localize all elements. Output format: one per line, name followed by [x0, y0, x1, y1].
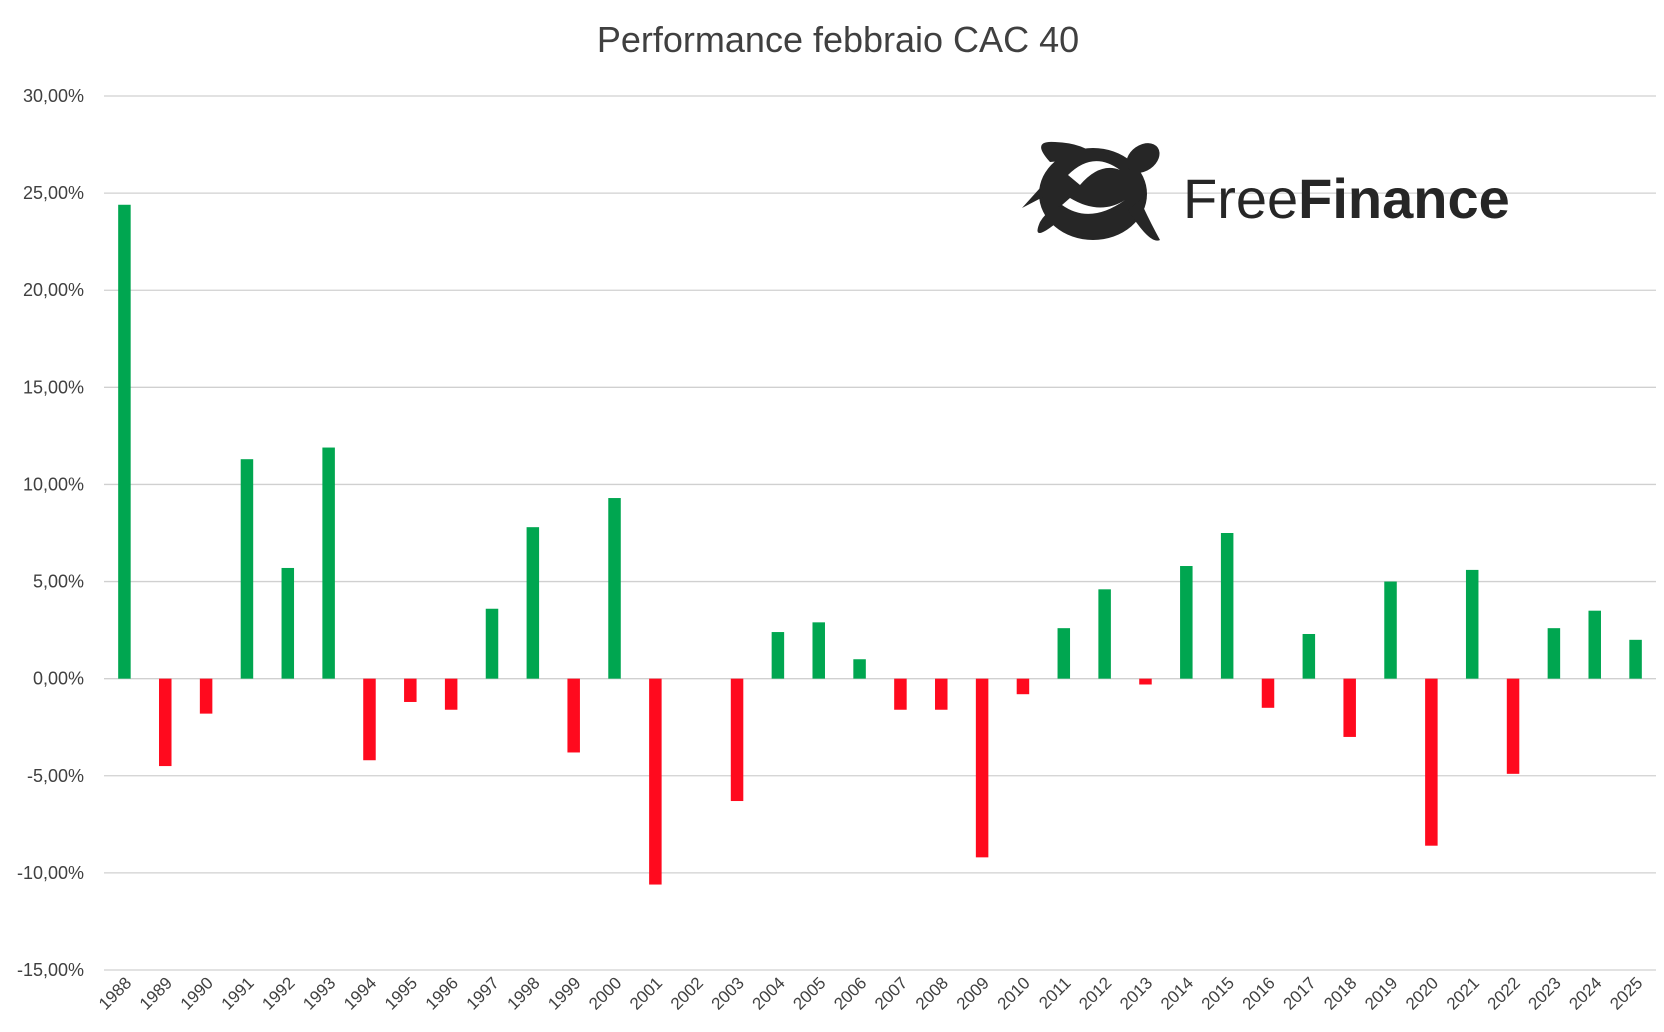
bar — [853, 659, 866, 679]
y-tick-label: 25,00% — [23, 183, 84, 203]
y-axis: 30,00% 25,00% 20,00% 15,00% 10,00% 5,00% 0,00%… — [17, 86, 84, 980]
bar — [1220, 533, 1234, 679]
logo-text: FreeFinance — [1183, 167, 1510, 230]
x-tick-label: 2018 — [1320, 973, 1360, 1013]
bar — [771, 632, 785, 679]
x-tick-label: 2001 — [626, 973, 666, 1013]
x-tick-label: 2024 — [1565, 973, 1605, 1013]
y-tick-label: 30,00% — [23, 86, 84, 106]
x-tick-label: 2003 — [708, 973, 748, 1013]
bar — [1629, 639, 1642, 679]
bar — [322, 447, 335, 679]
y-tick-label: 5,00% — [33, 572, 84, 592]
bar — [485, 608, 499, 679]
x-tick-label: 2020 — [1402, 973, 1442, 1013]
logo-text-finance: Finance — [1298, 167, 1510, 230]
bar — [1465, 569, 1479, 679]
x-tick-label: 1994 — [340, 973, 380, 1013]
x-tick-label: 2022 — [1484, 973, 1524, 1013]
y-tick-label: -15,00% — [17, 960, 84, 980]
bar — [1016, 678, 1030, 695]
x-tick-label: 1999 — [544, 973, 584, 1013]
bar — [404, 678, 417, 702]
x-axis: 1988 1989 1990 1991 1992 1993 1994 1995 1996 1997… — [95, 973, 1646, 1013]
bar — [894, 678, 907, 710]
x-tick-label: 2013 — [1116, 973, 1156, 1013]
x-tick-label: 2015 — [1198, 973, 1238, 1013]
bar — [1588, 610, 1601, 679]
x-tick-label: 1997 — [463, 973, 503, 1013]
x-tick-label: 1988 — [95, 973, 135, 1013]
bar — [975, 678, 989, 858]
x-tick-label: 2008 — [912, 973, 952, 1013]
x-tick-label: 2021 — [1443, 973, 1483, 1013]
bar — [1098, 589, 1111, 679]
x-tick-label: 1995 — [381, 973, 421, 1013]
bar — [567, 678, 580, 753]
x-tick-label: 2009 — [953, 973, 993, 1013]
bar — [444, 678, 458, 710]
x-tick-label: 2012 — [1075, 973, 1115, 1013]
x-tick-label: 2011 — [1035, 973, 1074, 1012]
x-tick-label: 2007 — [871, 973, 911, 1013]
x-tick-label: 1992 — [258, 973, 298, 1013]
x-tick-label: 2010 — [994, 973, 1034, 1013]
x-tick-label: 1998 — [503, 973, 543, 1013]
x-tick-label: 2017 — [1279, 973, 1319, 1013]
logo: FreeFinance — [1022, 141, 1510, 241]
bar — [526, 527, 540, 679]
y-tick-label: 0,00% — [33, 669, 84, 689]
x-tick-label: 2005 — [789, 973, 829, 1013]
y-tick-label: 10,00% — [23, 474, 84, 494]
x-tick-label: 1993 — [299, 973, 339, 1013]
bar — [649, 678, 662, 885]
bar — [240, 459, 254, 679]
x-tick-label: 1996 — [422, 973, 462, 1013]
bar — [118, 204, 131, 679]
bar — [1343, 678, 1356, 737]
x-tick-label: 2000 — [585, 973, 625, 1013]
x-tick-label: 2002 — [667, 973, 707, 1013]
bar — [608, 498, 621, 679]
bar — [199, 678, 213, 714]
y-tick-label: 20,00% — [23, 280, 84, 300]
chart-title: Performance febbraio CAC 40 — [597, 19, 1079, 60]
bar — [363, 678, 376, 761]
x-tick-label: 2019 — [1361, 973, 1401, 1013]
x-tick-label: 1991 — [218, 973, 258, 1013]
x-tick-label: 1990 — [177, 973, 217, 1013]
bar — [1057, 628, 1071, 679]
logo-text-free: Free — [1183, 167, 1298, 230]
x-tick-label: 1989 — [136, 973, 176, 1013]
y-tick-label: 15,00% — [23, 377, 84, 397]
x-tick-label: 2025 — [1606, 973, 1646, 1013]
y-tick-label: -5,00% — [27, 766, 84, 786]
bar — [1547, 628, 1561, 679]
x-tick-label: 2016 — [1239, 973, 1279, 1013]
x-tick-label: 2023 — [1525, 973, 1565, 1013]
bar — [1425, 678, 1438, 846]
grid — [104, 95, 1656, 971]
turtle-icon — [1022, 141, 1160, 241]
bar — [1506, 678, 1520, 774]
bar — [1302, 633, 1316, 679]
x-tick-label: 2014 — [1157, 973, 1197, 1013]
bar — [812, 622, 825, 679]
x-tick-label: 2004 — [749, 973, 789, 1013]
bar — [281, 567, 295, 679]
y-tick-label: -10,00% — [17, 863, 84, 883]
bar — [1180, 566, 1193, 679]
bar — [1261, 678, 1275, 708]
bar — [935, 678, 948, 710]
bar — [730, 678, 744, 802]
x-tick-label: 2006 — [830, 973, 870, 1013]
bar — [1139, 678, 1152, 685]
bar — [1384, 581, 1397, 679]
bars — [118, 204, 1642, 885]
bar — [159, 678, 172, 767]
